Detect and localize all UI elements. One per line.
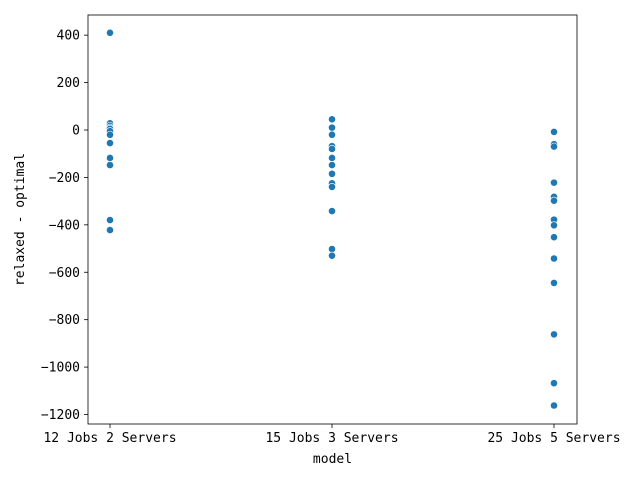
- data-point: [328, 115, 336, 124]
- data-point: [328, 207, 336, 215]
- data-point: [106, 130, 114, 139]
- data-point: [106, 28, 114, 37]
- y-tick-label: −1200: [41, 408, 80, 423]
- y-tick-label: −600: [49, 266, 80, 281]
- data-point: [550, 196, 558, 205]
- data-point: [328, 161, 336, 169]
- data-point: [550, 279, 558, 287]
- y-tick-label: −200: [49, 171, 80, 186]
- axes-frame: [87, 14, 578, 425]
- y-tick-label: 200: [57, 76, 80, 91]
- data-point: [550, 379, 558, 388]
- data-point: [328, 123, 336, 132]
- data-point: [550, 330, 558, 339]
- x-tick-label: 15 Jobs 3 Servers: [265, 431, 398, 446]
- data-point: [328, 154, 336, 162]
- data-point: [550, 142, 558, 151]
- data-point: [550, 254, 558, 263]
- data-point: [550, 401, 558, 410]
- y-tick-label: 400: [57, 29, 80, 44]
- data-points: [106, 28, 558, 410]
- data-point: [106, 226, 114, 234]
- data-point: [328, 182, 336, 191]
- data-point: [328, 169, 336, 178]
- data-point: [550, 233, 558, 242]
- y-tick-label: −1000: [41, 361, 80, 376]
- data-point: [550, 127, 558, 136]
- data-point: [106, 161, 114, 169]
- y-axis-label: relaxed - optimal: [13, 153, 28, 286]
- x-tick-label: 25 Jobs 5 Servers: [487, 431, 620, 446]
- x-tick-label: 12 Jobs 2 Servers: [43, 431, 176, 446]
- data-point: [106, 154, 114, 162]
- data-point: [550, 178, 558, 187]
- data-point: [328, 245, 336, 253]
- data-point: [328, 130, 336, 139]
- data-point: [106, 139, 114, 147]
- data-point: [550, 221, 558, 230]
- x-axis-ticks: 12 Jobs 2 Servers 15 Jobs 3 Servers 25 Job…: [43, 424, 621, 446]
- x-axis-label: model: [313, 452, 352, 467]
- y-tick-label: −800: [49, 313, 80, 328]
- data-point: [106, 216, 114, 224]
- data-point: [328, 145, 336, 153]
- y-axis-ticks: 400 200 0 −200 −400 −600 −800 −1000 −1200: [41, 29, 88, 423]
- y-tick-label: 0: [72, 123, 80, 138]
- data-point: [328, 251, 336, 260]
- y-tick-label: −400: [49, 218, 80, 233]
